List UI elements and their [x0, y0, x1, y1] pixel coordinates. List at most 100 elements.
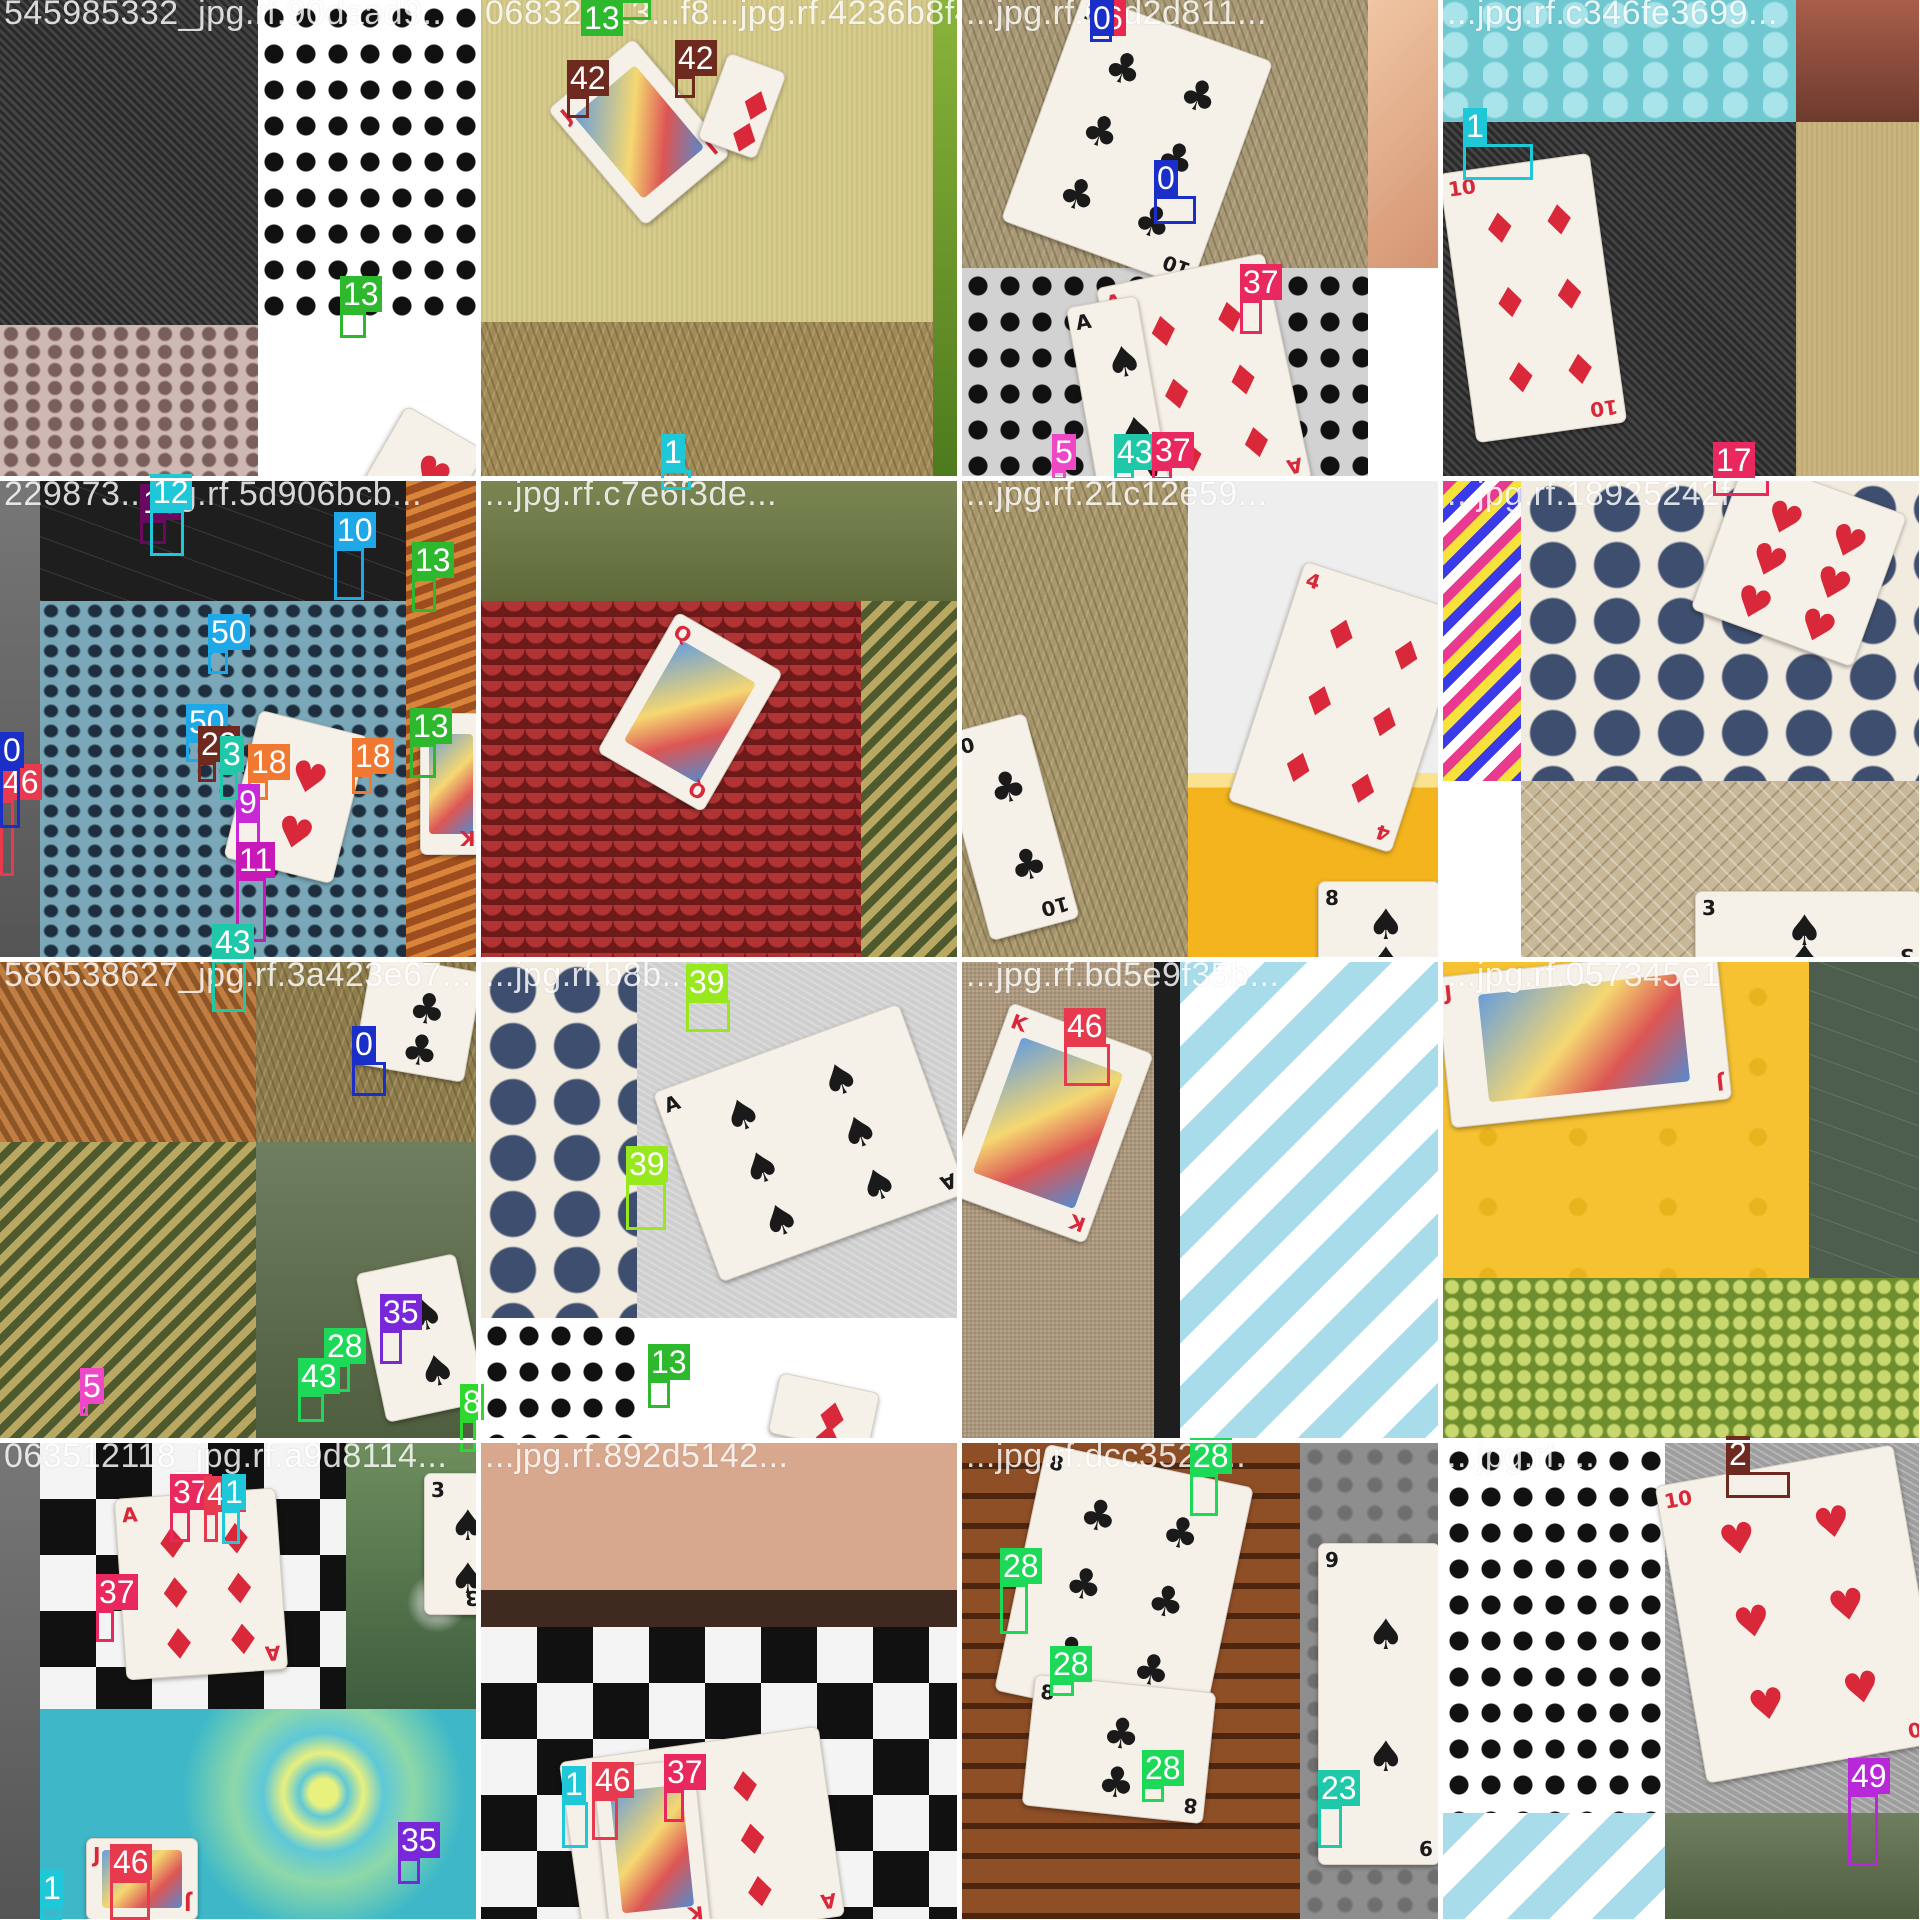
background-region: [1443, 1813, 1665, 1919]
detection-box: [412, 578, 436, 612]
tile-separator: [0, 959, 1920, 962]
card-rank: 3: [1702, 896, 1716, 920]
card-rank: 10: [962, 732, 978, 763]
detection-class-label: 13: [581, 0, 623, 36]
card-rank: 9: [1419, 1836, 1433, 1860]
suit-pip-icon: ♣: [1172, 66, 1226, 126]
card-rank: J: [93, 1843, 101, 1867]
suit-pip-icon: ♥: [270, 805, 320, 862]
background-region: [0, 0, 258, 325]
suit-pip-icon: ♦: [1337, 759, 1389, 818]
detection-box: [1190, 1474, 1218, 1516]
card-rank: A: [818, 1888, 838, 1915]
suit-pip-icon: ♠: [1101, 334, 1147, 390]
mosaic-tile: 1010♣♣♣♣♣♣AA♦♦♦♦♦♦AA♠♠...jpg.rf.62d2d811…: [962, 0, 1438, 476]
suit-pip-icon: ♥: [284, 749, 333, 807]
detection-box: [204, 1512, 218, 1542]
suit-pip-icon: ♠: [413, 1343, 461, 1399]
background-region: [861, 601, 957, 957]
detection-box: [334, 548, 364, 600]
detection-box: [1154, 196, 1196, 224]
card-rank: K: [1065, 1208, 1089, 1237]
detection-box: [1726, 1472, 1790, 1498]
background-region: [1443, 481, 1521, 781]
suit-pip-icon: ♠: [449, 1504, 476, 1547]
detection-class-label: 3: [220, 736, 244, 772]
card-rank: A: [1284, 452, 1305, 476]
detection-class-label: 49: [1848, 1758, 1890, 1794]
detection-box: [96, 1610, 114, 1642]
background-region: [933, 0, 957, 476]
suit-pip-icon: ♥: [1714, 1511, 1761, 1567]
detection-class-label: 37: [1240, 264, 1282, 300]
detection-class-label: 17: [1713, 442, 1755, 478]
detection-class-label: 5: [80, 1368, 104, 1404]
background-region: [1368, 0, 1438, 268]
suit-pip-icon: ♠: [449, 1558, 476, 1600]
detection-class-label: 37: [96, 1574, 138, 1610]
tile-separator: [1440, 0, 1443, 1920]
detection-class-label: 43: [212, 924, 254, 960]
card-rank: 10: [1906, 1714, 1919, 1743]
background-region: [1443, 0, 1796, 122]
suit-pip-icon: ♠: [1367, 1610, 1405, 1660]
mosaic-tile: ♥♥♥♥♥♥33♠♠...jpg.rf.18925242f: [1443, 481, 1919, 957]
detection-class-label: 23: [1318, 1770, 1360, 1806]
detection-box: [150, 510, 184, 556]
detection-box: [1240, 300, 1262, 334]
detection-box: [675, 76, 695, 98]
detection-class-label: 18: [352, 738, 394, 774]
suit-pip-icon: ♣: [1097, 39, 1150, 99]
mosaic-tile: 88♣♣♣♣♣♣88♣♣99♠♠...jpg.rf.dcc3524...: [962, 1443, 1438, 1919]
suit-pip-icon: ♦: [155, 1567, 197, 1620]
detection-class-label: 10: [334, 512, 376, 548]
detection-box: [567, 96, 589, 118]
background-region: [1796, 122, 1919, 476]
detection-class-label: 0: [0, 732, 24, 768]
background-region: [1809, 962, 1919, 1278]
suit-pip-icon: ♣: [1100, 1706, 1143, 1760]
detection-class-label: 9: [236, 784, 260, 820]
suit-pip-icon: ♣: [1003, 836, 1053, 894]
detection-class-label: 18: [248, 744, 290, 780]
card-rank: J: [1443, 980, 1454, 1006]
detection-box: [664, 1790, 684, 1822]
suit-pip-icon: ♦: [1547, 267, 1592, 322]
detection-class-label: 46: [1064, 1008, 1106, 1044]
card-rank: K: [686, 1901, 705, 1919]
detection-class-label: 0: [352, 1026, 376, 1062]
detection-class-label: 1: [40, 1870, 64, 1906]
detection-class-label: 11: [236, 842, 276, 878]
card-rank: K: [1007, 1009, 1031, 1038]
suit-pip-icon: ♣: [1075, 1487, 1123, 1544]
detection-class-label: 1: [222, 1474, 246, 1510]
background-region: [0, 1142, 256, 1438]
suit-pip-icon: ♦: [737, 1864, 782, 1919]
suit-pip-icon: ♦: [1380, 626, 1432, 685]
mosaic-tile: Q Q ...jpg.rf.c7e6f3de...: [481, 481, 957, 957]
card-rank: 4: [1302, 567, 1324, 595]
detection-box: [562, 1802, 588, 1848]
background-region: [481, 481, 957, 601]
detection-class-label: 13: [410, 708, 452, 744]
card-rank: A: [1073, 308, 1094, 336]
detection-class-label: 42: [675, 40, 717, 76]
background-region: [1368, 268, 1438, 476]
detection-class-label: 2: [1726, 1436, 1750, 1472]
detection-box: [298, 1394, 324, 1422]
mosaic-tile: K K ...jpg.rf.bd5e9f35b...: [962, 962, 1438, 1438]
mosaic-tile: ♣ ♣ ♠ ♠ 586538627_jpg.rf.3a423e67...: [0, 962, 476, 1438]
detection-box: [1064, 1044, 1110, 1086]
suit-pip-icon: ♦: [1294, 671, 1346, 731]
suit-pip-icon: ♦: [1558, 342, 1603, 397]
suit-pip-icon: ♥: [402, 443, 460, 476]
detection-box: [1000, 1584, 1028, 1634]
card-rank: J: [1714, 1070, 1725, 1096]
detection-box: [410, 744, 436, 778]
background-region: [481, 962, 637, 1318]
card-rank: Q: [684, 775, 711, 805]
card-rank: 10: [1038, 891, 1072, 922]
suit-pip-icon: ♠: [716, 1085, 769, 1145]
suit-pip-icon: ♦: [804, 1413, 851, 1438]
